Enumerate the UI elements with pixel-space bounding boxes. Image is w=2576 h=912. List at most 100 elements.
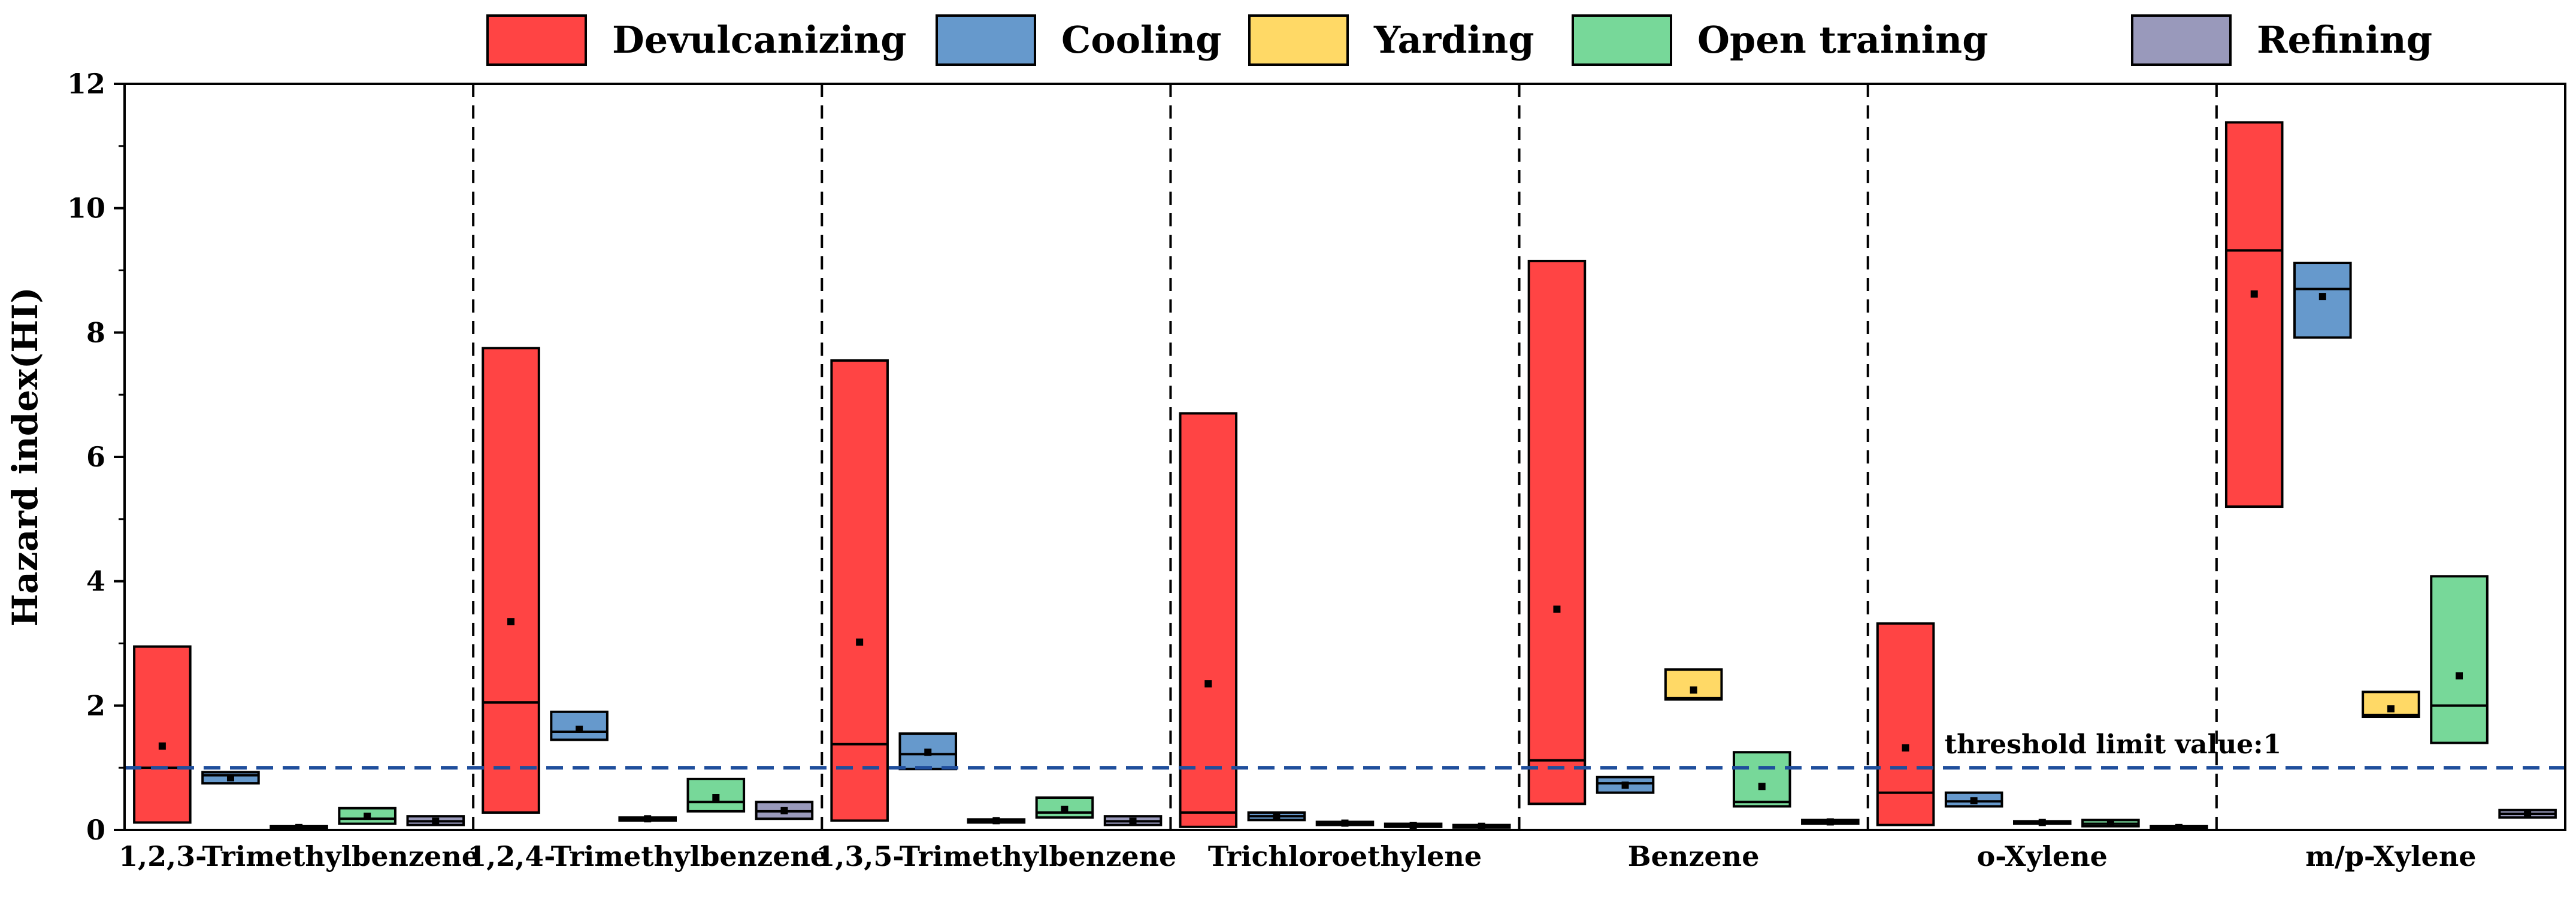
- box-body: [830, 359, 889, 822]
- box-mean-marker: [2318, 293, 2326, 301]
- box-body: [2362, 690, 2420, 719]
- box-mean-marker: [1902, 744, 1909, 752]
- legend-item-open-training: Open training: [1572, 14, 1988, 66]
- legend-swatch: [936, 14, 1036, 66]
- box-mean-marker: [226, 774, 234, 781]
- box-body: [1179, 412, 1238, 828]
- box-refining: [1103, 815, 1163, 826]
- legend-item-yarding: Yarding: [1248, 14, 1534, 66]
- box-cooling: [1247, 811, 1306, 822]
- y-tick-label: 4: [86, 565, 105, 598]
- box-mean-marker: [644, 815, 652, 823]
- box-yarding: [270, 823, 328, 831]
- box-devulcanizing: [1876, 622, 1935, 826]
- box-refining: [2150, 823, 2208, 831]
- box-mean-marker: [1758, 783, 1766, 790]
- box-mean-marker: [507, 618, 515, 626]
- box-body: [2430, 575, 2489, 744]
- box-mean-marker: [1826, 818, 1834, 826]
- category-label: Trichloroethylene: [1208, 840, 1482, 872]
- category-label: 1,3,5-Trimethylbenzene: [816, 840, 1176, 872]
- box-mean-marker: [1409, 822, 1417, 829]
- box-mean-marker: [1061, 805, 1068, 813]
- threshold-label: threshold limit value:1: [1945, 729, 2281, 760]
- category-label: 1,2,3-Trimethylbenzene: [119, 840, 479, 872]
- box-open-training: [1384, 822, 1443, 829]
- box-mean-marker: [2250, 290, 2258, 298]
- legend-item-refining: Refining: [2131, 14, 2432, 66]
- box-mean-marker: [780, 807, 788, 814]
- box-mean-marker: [992, 817, 1000, 825]
- box-yarding: [2362, 690, 2420, 719]
- box-devulcanizing: [2224, 121, 2284, 508]
- box-mean-marker: [1204, 680, 1212, 687]
- box-mean-marker: [1690, 686, 1697, 694]
- y-axis-label: Hazard index(HI): [5, 287, 46, 626]
- box-refining: [755, 801, 814, 820]
- box-cooling: [1596, 775, 1655, 794]
- box-mean-marker: [1478, 822, 1485, 830]
- legend-item-devulcanizing: Devulcanizing: [486, 14, 907, 66]
- box-devulcanizing: [1179, 412, 1238, 828]
- box-open-training: [686, 777, 746, 813]
- category-separators: [472, 84, 2218, 830]
- category-label: 1,2,4-Trimethylbenzene: [467, 840, 828, 872]
- y-tick-label: 0: [86, 814, 105, 846]
- box-devulcanizing: [133, 645, 192, 824]
- x-axis: 1,2,3-Trimethylbenzene1,2,4-Trimethylben…: [119, 840, 2476, 872]
- box-yarding: [967, 817, 1026, 825]
- y-tick-label: 8: [86, 316, 105, 349]
- legend-swatch: [486, 14, 587, 66]
- box-body: [1527, 259, 1587, 805]
- y-axis: 0 2 4 6 8 10 12: [67, 68, 125, 846]
- box-yarding: [618, 815, 677, 823]
- box-body: [482, 347, 540, 814]
- box-mean-marker: [1970, 797, 1978, 805]
- y-tick-label: 10: [67, 192, 105, 225]
- box-mean-marker: [2038, 819, 2046, 826]
- box-refining: [1801, 818, 1860, 826]
- box-devulcanizing: [482, 347, 540, 814]
- y-tick-label: 12: [67, 68, 105, 100]
- box-cooling: [201, 771, 260, 785]
- box-body: [133, 645, 192, 824]
- box-body: [1732, 751, 1791, 808]
- box-open-training: [2430, 575, 2489, 744]
- legend-swatch: [1572, 14, 1672, 66]
- y-tick-label: 2: [86, 689, 105, 722]
- box-devulcanizing: [1527, 259, 1587, 805]
- box-mean-marker: [856, 638, 864, 646]
- box-mean-marker: [2524, 810, 2532, 818]
- legend-label: Refining: [2257, 18, 2432, 62]
- box-devulcanizing: [830, 359, 889, 822]
- box-body: [1664, 668, 1723, 701]
- box-mean-marker: [1273, 813, 1281, 820]
- boxes-layer: [133, 121, 2557, 831]
- box-mean-marker: [1341, 819, 1349, 827]
- category-label: o-Xylene: [1977, 840, 2108, 872]
- box-open-training: [338, 807, 396, 825]
- box-mean-marker: [712, 794, 720, 802]
- box-open-training: [2081, 819, 2140, 828]
- legend-swatch: [2131, 14, 2232, 66]
- category-label: m/p-Xylene: [2305, 840, 2476, 872]
- box-mean-marker: [2456, 672, 2463, 680]
- box-mean-marker: [2106, 819, 2114, 827]
- box-refining: [1452, 822, 1511, 830]
- legend-label: Devulcanizing: [612, 18, 907, 62]
- box-mean-marker: [1553, 605, 1561, 613]
- box-body: [2224, 121, 2284, 508]
- box-mean-marker: [1621, 781, 1629, 789]
- box-cooling: [1944, 791, 2003, 808]
- box-mean-marker: [432, 817, 440, 825]
- box-cooling: [2293, 262, 2352, 339]
- box-refining: [406, 815, 465, 826]
- box-yarding: [1664, 668, 1723, 701]
- box-mean-marker: [576, 725, 583, 733]
- legend-swatch: [1248, 14, 1349, 66]
- y-tick-label: 6: [86, 441, 105, 473]
- box-body: [1876, 622, 1935, 826]
- box-body: [2293, 262, 2352, 339]
- box-mean-marker: [924, 749, 932, 756]
- legend-label: Cooling: [1061, 18, 1222, 62]
